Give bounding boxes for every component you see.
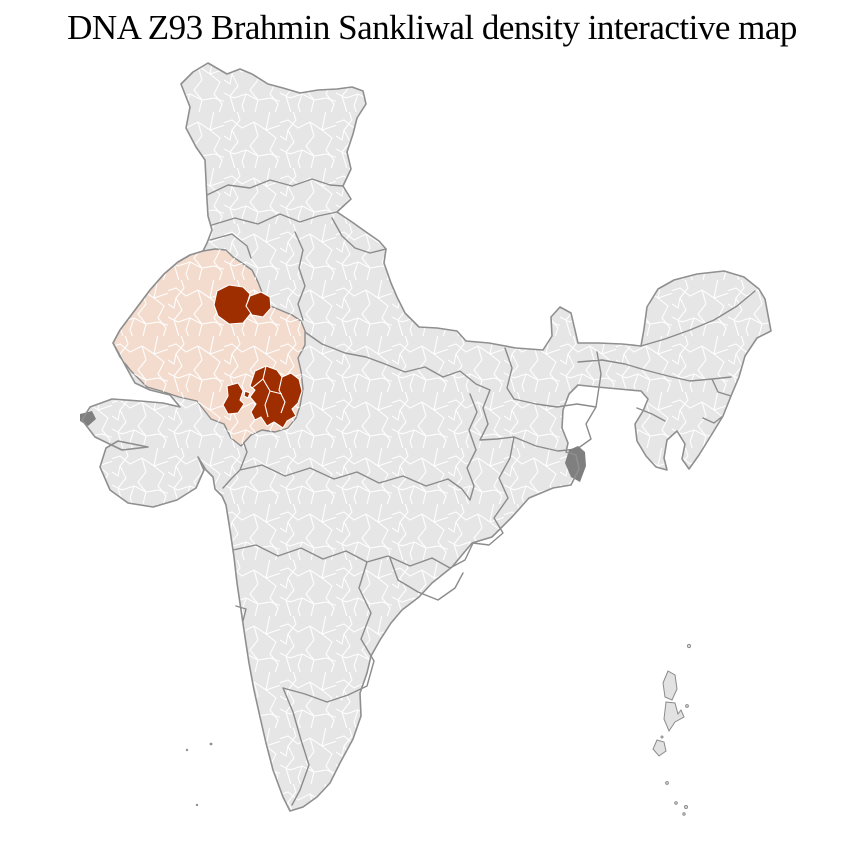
andaman-nicobar-islands[interactable] [652, 643, 692, 816]
density-district-cluster-east[interactable] [249, 365, 303, 429]
high-density-districts[interactable] [213, 284, 303, 429]
density-cluster-inner-borders [251, 365, 286, 418]
sundarbans-delta-patch [565, 446, 586, 482]
india-landmass[interactable] [82, 63, 771, 811]
density-district-north-b[interactable] [245, 291, 272, 318]
density-district-west-d[interactable] [222, 382, 245, 415]
page-title: DNA Z93 Brahmin Sankliwal density intera… [67, 8, 797, 47]
density-district-speck[interactable] [243, 390, 251, 399]
india-outline [81, 62, 772, 812]
lakshadweep-islands[interactable] [185, 742, 213, 807]
